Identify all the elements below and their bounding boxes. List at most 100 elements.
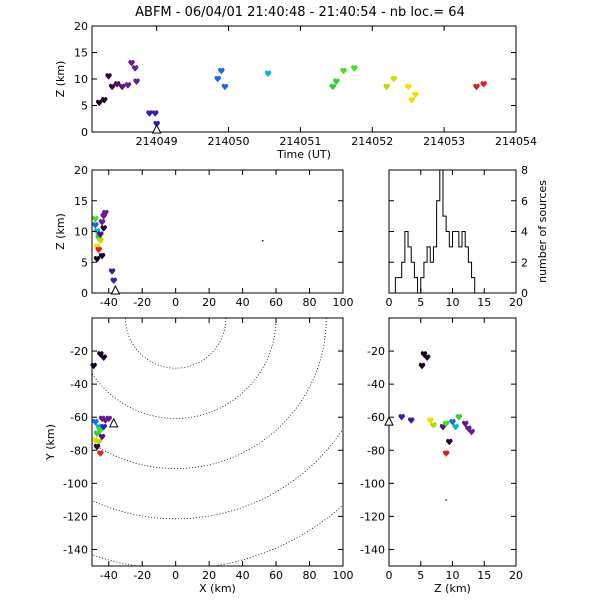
y-tick-label: -80 — [70, 444, 88, 457]
source-point — [110, 277, 118, 285]
y-tick-label: 15 — [74, 47, 88, 60]
x-tick-label: 0 — [172, 569, 179, 582]
x-tick-label: 100 — [333, 296, 354, 309]
x-tick-label: 40 — [236, 296, 250, 309]
y-tick-label: -60 — [367, 411, 385, 424]
range-ring — [92, 428, 343, 520]
source-point — [113, 81, 121, 88]
source-point — [100, 354, 107, 362]
x-tick-label: 214051 — [279, 135, 321, 148]
panel-plan_view: -40 -20 0 20 40 60 80 100 -140 -120 -100 -80 -60 -40 -… — [44, 317, 354, 595]
x-tick-label: -20 — [133, 569, 151, 582]
x-tick-label: 214050 — [208, 135, 250, 148]
source-point — [420, 351, 428, 358]
y-tick-label: -60 — [70, 411, 88, 424]
source-point — [105, 415, 112, 423]
source-point — [329, 83, 336, 91]
source-point — [108, 268, 116, 275]
x-tick-label: 214049 — [136, 135, 178, 148]
source-point — [468, 428, 475, 436]
histogram-steps — [394, 169, 478, 294]
x-tick-label: 80 — [303, 296, 317, 309]
y-tick-label: -20 — [70, 345, 88, 358]
plot-frame — [91, 317, 344, 567]
source-point — [340, 67, 347, 75]
source-point — [442, 420, 450, 428]
source-point — [97, 237, 104, 245]
station-marker — [384, 416, 394, 426]
y-tick-label: 0 — [81, 126, 88, 139]
y-tick-label: -80 — [367, 444, 385, 457]
source-point — [261, 239, 264, 242]
source-point — [418, 362, 426, 370]
x-tick-label: 15 — [477, 296, 491, 309]
source-point — [128, 59, 135, 67]
x-axis-label: X (km) — [199, 582, 236, 595]
source-point — [95, 99, 103, 107]
source-point — [98, 252, 106, 260]
y-tick-label: -40 — [70, 378, 88, 391]
x-tick-label: 214054 — [495, 135, 537, 148]
source-point — [333, 78, 340, 86]
x-tick-label: 20 — [509, 569, 523, 582]
source-point — [97, 231, 104, 238]
y-tick-label: -140 — [360, 543, 385, 556]
y-tick-label: 2 — [521, 256, 528, 269]
y-tick-label: 20 — [74, 164, 88, 177]
source-point — [480, 81, 487, 88]
x-tick-label: 20 — [202, 569, 216, 582]
x-tick-label: 10 — [446, 569, 460, 582]
source-point — [383, 83, 390, 91]
plot-frame — [91, 169, 344, 294]
source-point — [95, 246, 102, 254]
x-tick-label: 100 — [333, 569, 354, 582]
source-point — [100, 96, 108, 104]
x-tick-label: 80 — [303, 569, 317, 582]
y-axis-label: Z (km) — [54, 213, 67, 250]
source-point — [461, 420, 469, 428]
source-point — [214, 75, 222, 83]
x-tick-label: 20 — [509, 296, 523, 309]
source-point — [218, 67, 225, 75]
source-point — [93, 443, 101, 451]
source-point — [102, 209, 109, 217]
source-point — [473, 83, 480, 91]
source-point — [105, 73, 112, 80]
source-point — [455, 413, 463, 421]
x-tick-label: 20 — [202, 296, 216, 309]
y-tick-label: -120 — [360, 510, 385, 523]
source-point — [100, 225, 107, 232]
station-marker — [151, 123, 162, 134]
source-point — [423, 354, 431, 362]
source-point — [446, 438, 453, 446]
x-tick-label: 0 — [172, 296, 179, 309]
source-point — [131, 65, 139, 72]
y-tick-label: 15 — [74, 195, 88, 208]
x-tick-label: 15 — [477, 569, 491, 582]
y-tick-label: -40 — [367, 378, 385, 391]
station-marker — [110, 284, 121, 295]
y-tick-label: 4 — [521, 226, 528, 239]
source-point — [146, 110, 153, 117]
x-tick-label: 10 — [446, 296, 460, 309]
panel-x_height: -40 -20 0 20 40 60 80 100 0 5 10 15 20 Z (km) — [54, 164, 354, 309]
source-point — [95, 438, 102, 446]
x-tick-label: -20 — [133, 296, 151, 309]
source-point — [98, 219, 106, 226]
source-point — [118, 83, 126, 91]
station-marker — [108, 417, 119, 428]
source-point — [412, 91, 419, 99]
panel-time_height: 214049 214050 214051 214052 214053 214054 0 5 10… — [54, 20, 537, 161]
source-point — [445, 499, 447, 501]
x-tick-label: 5 — [417, 569, 424, 582]
x-tick-label: 214052 — [351, 135, 393, 148]
x-tick-label: 60 — [269, 296, 283, 309]
source-point — [408, 96, 416, 104]
source-point — [98, 433, 106, 441]
figure-title: ABFM - 06/04/01 21:40:48 - 21:40:54 - nb… — [135, 5, 465, 20]
source-point — [151, 110, 159, 117]
range-ring — [125, 318, 227, 369]
y-tick-label: -120 — [63, 510, 88, 523]
